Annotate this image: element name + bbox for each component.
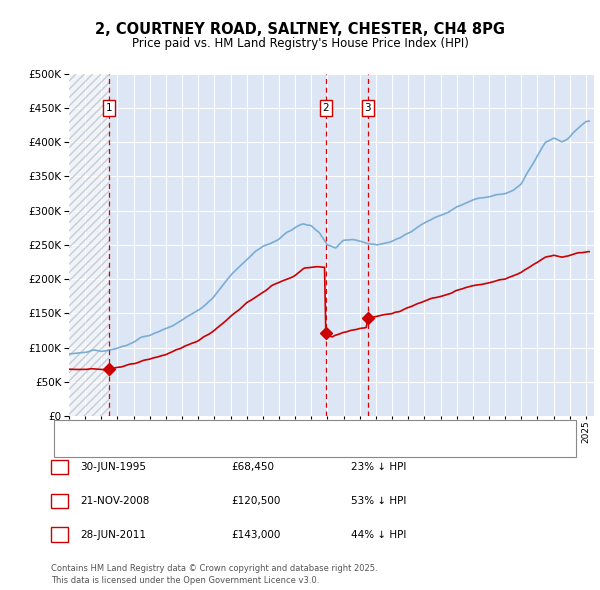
Text: 21-NOV-2008: 21-NOV-2008	[80, 496, 149, 506]
Text: 2: 2	[323, 103, 329, 113]
Text: Price paid vs. HM Land Registry's House Price Index (HPI): Price paid vs. HM Land Registry's House …	[131, 37, 469, 50]
Text: 28-JUN-2011: 28-JUN-2011	[80, 530, 146, 539]
Text: 2: 2	[56, 496, 63, 506]
Text: Contains HM Land Registry data © Crown copyright and database right 2025.
This d: Contains HM Land Registry data © Crown c…	[51, 565, 377, 585]
Text: £120,500: £120,500	[231, 496, 280, 506]
Text: 2, COURTNEY ROAD, SALTNEY, CHESTER, CH4 8PG (detached house): 2, COURTNEY ROAD, SALTNEY, CHESTER, CH4 …	[97, 425, 439, 435]
Text: 1: 1	[56, 463, 63, 472]
Text: £68,450: £68,450	[231, 463, 274, 472]
Text: 23% ↓ HPI: 23% ↓ HPI	[351, 463, 406, 472]
Text: 53% ↓ HPI: 53% ↓ HPI	[351, 496, 406, 506]
Text: 30-JUN-1995: 30-JUN-1995	[80, 463, 146, 472]
Text: 3: 3	[365, 103, 371, 113]
Text: 2, COURTNEY ROAD, SALTNEY, CHESTER, CH4 8PG: 2, COURTNEY ROAD, SALTNEY, CHESTER, CH4 …	[95, 22, 505, 37]
Text: HPI: Average price, detached house, Cheshire West and Chester: HPI: Average price, detached house, Ches…	[97, 442, 417, 453]
Bar	[69, 74, 109, 416]
Text: 3: 3	[56, 530, 63, 539]
Text: 1: 1	[106, 103, 113, 113]
Text: £143,000: £143,000	[231, 530, 280, 539]
Text: 44% ↓ HPI: 44% ↓ HPI	[351, 530, 406, 539]
